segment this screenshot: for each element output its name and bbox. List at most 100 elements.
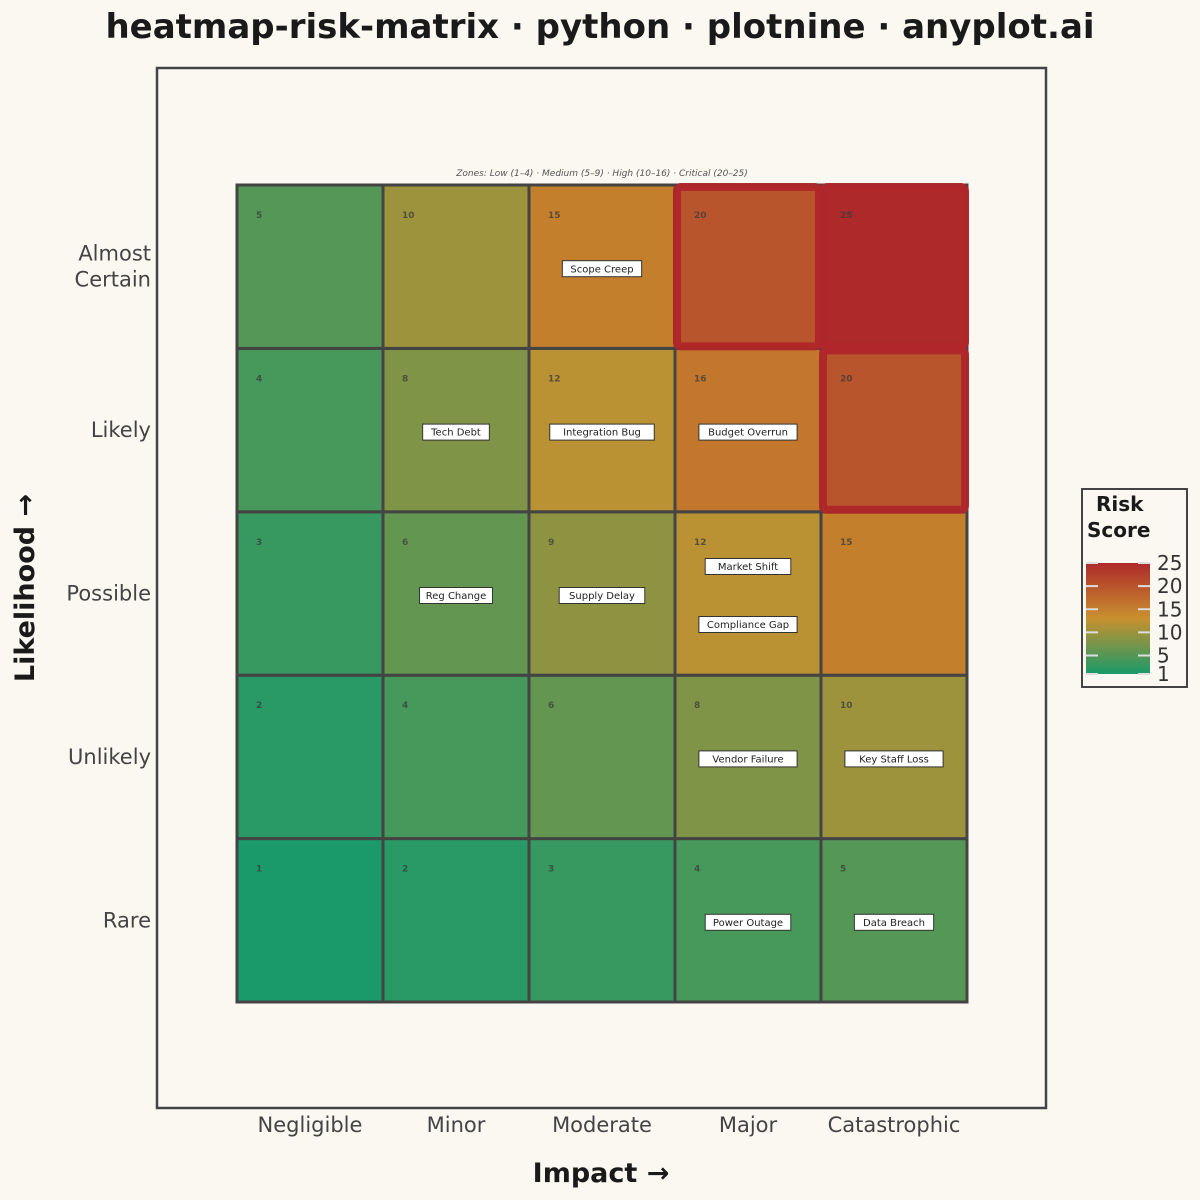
heatmap-cell [819, 346, 969, 514]
heatmap-cell [819, 183, 969, 350]
risk-label: Tech Debt [422, 423, 490, 441]
x-tick-label: Negligible [258, 1113, 363, 1137]
cell-score: 6 [548, 701, 554, 711]
cell-score: 20 [840, 374, 853, 384]
y-axis-title: Likelihood → [10, 494, 41, 682]
legend-tick-label: 10 [1157, 620, 1182, 644]
cell-score: 3 [548, 865, 554, 875]
y-tick-label: Almost Certain [75, 242, 151, 292]
cell-score: 8 [402, 374, 408, 384]
risk-label-box [704, 558, 792, 575]
y-tick-labels: Rare Unlikely Possible Likely Almost Certain [66, 242, 151, 933]
risk-label-text: Market Shift [718, 562, 778, 573]
panel-border [155, 66, 1048, 1110]
risk-label-box [704, 913, 792, 931]
risk-label-text: Key Staff Loss [859, 755, 929, 766]
critical-cell-outline [819, 183, 969, 351]
heatmap-cells [235, 183, 969, 1004]
y-tick-label: Unlikely [68, 745, 151, 769]
heatmap-cell [527, 837, 677, 1004]
heatmap-cell [819, 510, 969, 677]
heatmap-cell [235, 673, 385, 841]
heatmap-cell [235, 346, 385, 514]
legend-tick-label: 1 [1157, 662, 1170, 686]
heatmap-cell [381, 673, 531, 841]
risk-label: Supply Delay [558, 587, 646, 604]
risk-label: Integration Bug [549, 423, 655, 441]
heatmap-cell [381, 183, 531, 350]
chart-title: heatmap-risk-matrix · python · plotnine … [105, 7, 1094, 47]
x-axis-title: Impact → [533, 1158, 670, 1189]
cell-score: 1 [256, 865, 262, 875]
risk-label: Reg Change [419, 587, 493, 604]
risk-label-box [698, 423, 798, 441]
risk-label-text: Reg Change [426, 591, 486, 602]
x-tick-labels: Negligible Minor Moderate Major Catastrophic [258, 1113, 961, 1137]
cell-score: 15 [840, 538, 853, 548]
cell-score: 5 [840, 865, 846, 875]
legend-colorbar [1086, 563, 1150, 674]
cell-score: 2 [402, 865, 408, 875]
cell-score: 4 [256, 374, 262, 384]
cell-score-labels: 1 2 3 4 52 4 6 8 103 6 9 12 154 8 12 16 205 10 15 20 25 [256, 211, 853, 875]
risk-label-box [844, 750, 944, 768]
cell-score: 10 [840, 701, 853, 711]
legend-tick-label: 25 [1157, 551, 1182, 575]
x-tick-label: Moderate [552, 1113, 652, 1137]
x-tick-label: Catastrophic [828, 1113, 961, 1137]
risk-label-box [853, 913, 935, 931]
risk-label-box [549, 423, 655, 441]
cell-score: 8 [694, 701, 700, 711]
heatmap-cell [235, 183, 385, 350]
heatmap-cell [381, 837, 531, 1004]
risk-label-text: Compliance Gap [707, 620, 789, 631]
legend-title: Risk Score [1087, 492, 1150, 542]
y-tick-label: Rare [103, 908, 151, 932]
risk-label-box [698, 616, 798, 633]
risk-label-text: Scope Creep [570, 264, 633, 275]
cell-score: 12 [548, 374, 561, 384]
zones-note: Zones: Low (1–4) · Medium (5–9) · High (… [455, 169, 748, 179]
cell-score: 2 [256, 701, 262, 711]
risk-label: Data Breach [853, 913, 935, 931]
cell-score: 25 [840, 211, 853, 221]
legend-tick-label: 20 [1157, 574, 1182, 598]
risk-label: Market Shift [704, 558, 792, 575]
risk-label-box [422, 423, 490, 441]
risk-label-text: Budget Overrun [708, 428, 788, 439]
cell-score: 4 [402, 701, 408, 711]
risk-label-text: Tech Debt [430, 428, 481, 439]
risk-label: Key Staff Loss [844, 750, 944, 768]
y-tick-label: Possible [66, 582, 151, 606]
cell-score: 15 [548, 211, 561, 221]
heatmap-cell [235, 510, 385, 677]
legend-tick-label: 5 [1157, 644, 1170, 668]
risk-label-text: Supply Delay [569, 591, 635, 602]
risk-label-box [558, 587, 646, 604]
risk-label-box [419, 587, 493, 604]
cell-score: 6 [402, 538, 408, 548]
risk-label: Vendor Failure [698, 750, 798, 768]
risk-labels: Scope Creep Tech Debt Integration Bug Budge… [419, 260, 944, 931]
risk-label-box [698, 750, 798, 768]
x-tick-label: Minor [427, 1113, 486, 1137]
heatmap-cell [673, 510, 823, 677]
risk-label-box [561, 260, 643, 278]
heatmap-cell [673, 183, 823, 350]
heatmap-cell [235, 837, 385, 1004]
cell-score: 3 [256, 538, 262, 548]
heatmap-cell [527, 673, 677, 841]
risk-label: Scope Creep [561, 260, 643, 278]
y-tick-label: Likely [91, 418, 151, 442]
legend-tick-label: 15 [1157, 597, 1182, 621]
cell-score: 16 [694, 374, 707, 384]
risk-label-text: Data Breach [863, 918, 925, 929]
cell-score: 9 [548, 538, 554, 548]
risk-label-text: Vendor Failure [712, 755, 783, 766]
cell-score: 12 [694, 538, 707, 548]
x-tick-label: Major [719, 1113, 778, 1137]
cell-score: 5 [256, 211, 262, 221]
